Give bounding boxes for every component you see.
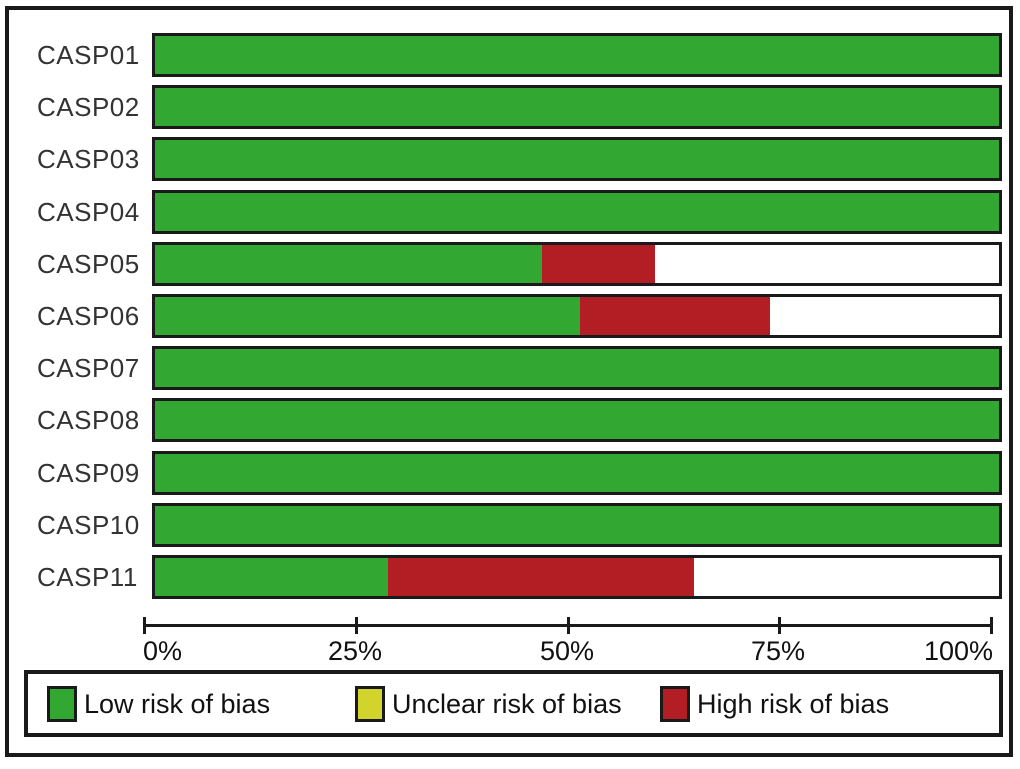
bar-segment-low-risk (155, 454, 999, 492)
chart-row: CASP05 (9, 242, 1020, 286)
row-label: CASP05 (37, 249, 140, 279)
chart-row: CASP07 (9, 346, 1020, 390)
chart-row: CASP11 (9, 555, 1020, 599)
x-axis-tick (355, 617, 358, 634)
row-label: CASP08 (37, 405, 140, 435)
bar-segment-low-risk (155, 245, 542, 283)
legend-swatch-low-risk (47, 686, 77, 722)
x-axis-tick (990, 617, 993, 634)
bar-track (152, 346, 1002, 390)
chart-row: CASP06 (9, 294, 1020, 338)
chart-row: CASP10 (9, 503, 1020, 547)
bar-track (152, 137, 1002, 181)
bar-track (152, 451, 1002, 495)
bar-track (152, 398, 1002, 442)
bar-track (152, 555, 1002, 599)
legend-box: Low risk of bias Unclear risk of bias High… (24, 670, 1003, 737)
row-label: CASP11 (37, 562, 138, 592)
row-label: CASP10 (37, 510, 140, 540)
x-axis-tick (143, 617, 146, 634)
row-label: CASP01 (37, 40, 140, 70)
bar-track (152, 503, 1002, 547)
bar-track (152, 242, 1002, 286)
legend-label: High risk of bias (697, 688, 890, 719)
x-axis-tick-label: 100% (923, 636, 993, 666)
row-label: CASP07 (37, 353, 140, 383)
legend-swatch-unclear-risk (355, 686, 385, 722)
legend-label: Low risk of bias (84, 688, 271, 719)
row-label: CASP04 (37, 197, 140, 227)
bar-track (152, 33, 1002, 77)
legend-swatch-high-risk (660, 686, 690, 722)
x-axis-tick-label: 25% (327, 636, 383, 666)
x-axis-tick-label: 50% (539, 636, 595, 666)
bar-segment-low-risk (155, 297, 581, 335)
bar-segment-low-risk (155, 558, 388, 596)
row-label: CASP03 (37, 144, 140, 174)
row-label: CASP02 (37, 92, 140, 122)
bar-segment-low-risk (155, 401, 999, 439)
legend-item-high-risk: High risk of bias (660, 684, 889, 724)
bar-segment-low-risk (155, 506, 999, 544)
bar-track (152, 190, 1002, 234)
row-label: CASP09 (37, 458, 140, 488)
bar-segment-low-risk (155, 193, 999, 231)
figure-outer-frame: CASP01 CASP02 CASP03 CASP04 CASP05 CASP06 CASP… (5, 6, 1013, 757)
row-label: CASP06 (37, 301, 140, 331)
bar-segment-high-risk (580, 297, 771, 335)
chart-row: CASP09 (9, 451, 1020, 495)
bar-segment-high-risk (387, 558, 695, 596)
bar-segment-low-risk (155, 140, 999, 178)
legend-item-unclear-risk: Unclear risk of bias (355, 684, 622, 724)
legend-label: Unclear risk of bias (392, 688, 622, 719)
bar-track (152, 85, 1002, 129)
legend-item-low-risk: Low risk of bias (47, 684, 270, 724)
bar-segment-low-risk (155, 88, 999, 126)
x-axis-tick-label: 0% (143, 636, 183, 666)
chart-row: CASP01 (9, 33, 1020, 77)
bar-segment-high-risk (541, 245, 656, 283)
x-axis-tick (567, 617, 570, 634)
chart-row: CASP03 (9, 137, 1020, 181)
x-axis-tick-label: 75% (750, 636, 806, 666)
chart-row: CASP08 (9, 398, 1020, 442)
bar-track (152, 294, 1002, 338)
bar-segment-low-risk (155, 349, 999, 387)
chart-row: CASP02 (9, 85, 1020, 129)
x-axis-tick (778, 617, 781, 634)
bar-segment-low-risk (155, 36, 999, 74)
chart-row: CASP04 (9, 190, 1020, 234)
